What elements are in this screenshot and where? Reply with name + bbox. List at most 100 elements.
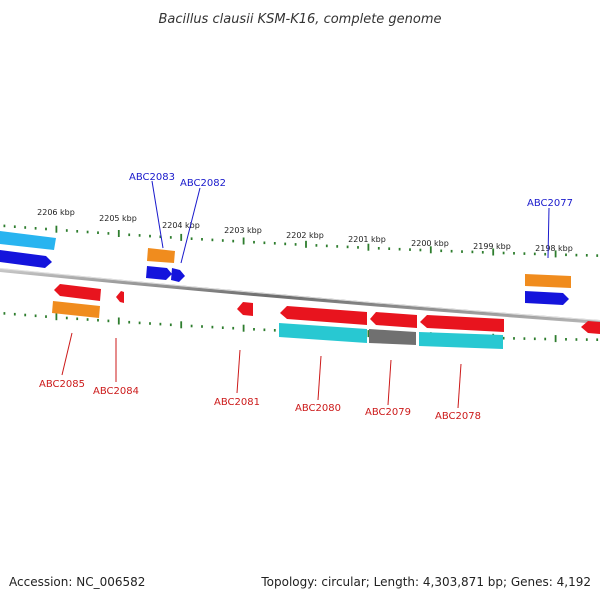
cds-feature-red[interactable]	[116, 291, 124, 303]
cds-feature-gray[interactable]	[369, 329, 416, 345]
gene-label-reverse[interactable]: ABC2084	[93, 386, 139, 397]
genome-backbone-highlight	[0, 268, 600, 321]
upper-scale-minor-tick	[533, 252, 536, 256]
upper-scale-minor-tick	[585, 254, 588, 257]
upper-scale-minor-tick	[221, 239, 224, 242]
lower-scale-minor-tick	[544, 337, 547, 341]
upper-scale-minor-tick	[232, 239, 235, 243]
lower-scale-minor-tick	[221, 326, 224, 329]
gene-label-reverse[interactable]: ABC2080	[295, 403, 341, 414]
upper-scale-minor-tick	[471, 250, 474, 254]
accession-text: Accession: NC_006582	[9, 575, 145, 589]
tick-label: 2206 kbp	[37, 208, 75, 217]
upper-scale-minor-tick	[440, 249, 443, 253]
reverse-features	[52, 284, 600, 349]
upper-scale-minor-tick	[388, 247, 391, 250]
cds-feature-red[interactable]	[420, 315, 504, 332]
genome-backbone	[0, 268, 600, 324]
tick-rows	[3, 224, 599, 343]
upper-scale-minor-tick	[596, 254, 599, 257]
upper-scale-major-tick	[242, 237, 245, 245]
upper-scale-major-tick	[429, 246, 432, 254]
upper-scale-major-tick	[367, 243, 370, 251]
tick-label: 2198 kbp	[535, 244, 573, 253]
tick-labels: 2206 kbp 2205 kbp 2204 kbp 2203 kbp 2202…	[37, 208, 573, 253]
upper-scale-major-tick	[492, 248, 495, 256]
cds-feature-cyan[interactable]	[279, 323, 367, 343]
upper-scale-minor-tick	[34, 227, 37, 230]
cds-feature-red[interactable]	[370, 312, 417, 328]
upper-scale-minor-tick	[315, 244, 318, 247]
tick-label: 2204 kbp	[162, 221, 200, 230]
lower-scale-minor-tick	[253, 328, 255, 331]
upper-scale-minor-tick	[523, 252, 526, 255]
cds-feature-red[interactable]	[581, 321, 600, 334]
lower-scale-minor-tick	[45, 315, 47, 318]
cds-feature-red[interactable]	[54, 284, 101, 301]
upper-scale-minor-tick	[65, 229, 68, 232]
cds-feature-blue[interactable]	[525, 291, 569, 305]
lower-scale-minor-tick	[24, 313, 27, 317]
lower-scale-minor-tick	[138, 321, 141, 325]
upper-scale-major-tick	[55, 225, 58, 233]
cds-feature-orange[interactable]	[525, 274, 571, 288]
gene-label-reverse[interactable]: ABC2085	[39, 379, 85, 390]
upper-scale-minor-tick	[409, 248, 411, 251]
upper-scale-minor-tick	[565, 253, 567, 257]
upper-scale-minor-tick	[253, 240, 255, 244]
upper-scale-minor-tick	[502, 251, 505, 255]
lower-scale-major-tick	[180, 321, 183, 329]
label-leaders	[61, 180, 550, 409]
cds-feature-light-blue[interactable]	[0, 231, 56, 250]
upper-scale-minor-tick	[190, 237, 193, 240]
lower-scale-minor-tick	[128, 320, 131, 324]
lower-scale-minor-tick	[523, 337, 526, 340]
lower-scale-major-tick	[242, 324, 245, 332]
upper-scale-minor-tick	[461, 250, 463, 253]
map-title: Bacillus clausii KSM-K16, complete genom…	[158, 12, 441, 27]
gene-label-reverse[interactable]: ABC2081	[214, 397, 260, 408]
upper-scale-minor-tick	[13, 225, 16, 228]
cds-feature-orange[interactable]	[147, 248, 175, 263]
cds-feature-orange[interactable]	[52, 301, 100, 318]
upper-scale-minor-tick	[263, 241, 266, 245]
lower-scale-minor-tick	[211, 325, 214, 329]
cds-feature-blue[interactable]	[0, 250, 52, 268]
gene-label-reverse[interactable]: ABC2079	[365, 407, 411, 418]
cds-feature-cyan[interactable]	[419, 332, 503, 349]
lower-scale-minor-tick	[596, 338, 599, 341]
upper-scale-major-tick	[117, 230, 120, 237]
cds-feature-red[interactable]	[237, 302, 253, 316]
gene-label-forward[interactable]: ABC2077	[527, 198, 573, 209]
lower-scale-minor-tick	[575, 338, 578, 341]
upper-scale-minor-tick	[544, 252, 547, 256]
leader-line	[317, 355, 322, 401]
upper-scale-minor-tick	[159, 235, 162, 239]
cds-feature-blue[interactable]	[146, 266, 172, 280]
cds-feature-blue[interactable]	[171, 268, 185, 282]
upper-scale-minor-tick	[86, 230, 89, 234]
upper-scale-minor-tick	[107, 232, 110, 235]
leader-line	[236, 349, 241, 394]
lower-scale-minor-tick	[3, 312, 6, 315]
lower-scale-minor-tick	[273, 329, 276, 332]
cds-feature-red[interactable]	[280, 306, 367, 325]
upper-scale-minor-tick	[97, 231, 99, 234]
upper-scale-minor-tick	[138, 234, 141, 237]
upper-scale-minor-tick	[346, 245, 349, 249]
lower-scale-minor-tick	[190, 324, 193, 328]
upper-scale-major-tick	[305, 240, 307, 248]
gene-label-reverse[interactable]: ABC2078	[435, 411, 481, 422]
gene-label-forward[interactable]: ABC2082	[180, 178, 226, 189]
lower-scale-minor-tick	[86, 318, 89, 321]
leader-line	[457, 363, 462, 409]
upper-scale-minor-tick	[169, 236, 172, 239]
upper-scale-minor-tick	[211, 238, 214, 242]
upper-scale-minor-tick	[377, 247, 380, 250]
gene-label-forward[interactable]: ABC2083	[129, 172, 175, 183]
upper-scale-minor-tick	[149, 234, 151, 238]
lower-scale-minor-tick	[169, 323, 172, 327]
tick-label: 2201 kbp	[348, 235, 386, 244]
upper-scale-minor-tick	[294, 243, 297, 246]
